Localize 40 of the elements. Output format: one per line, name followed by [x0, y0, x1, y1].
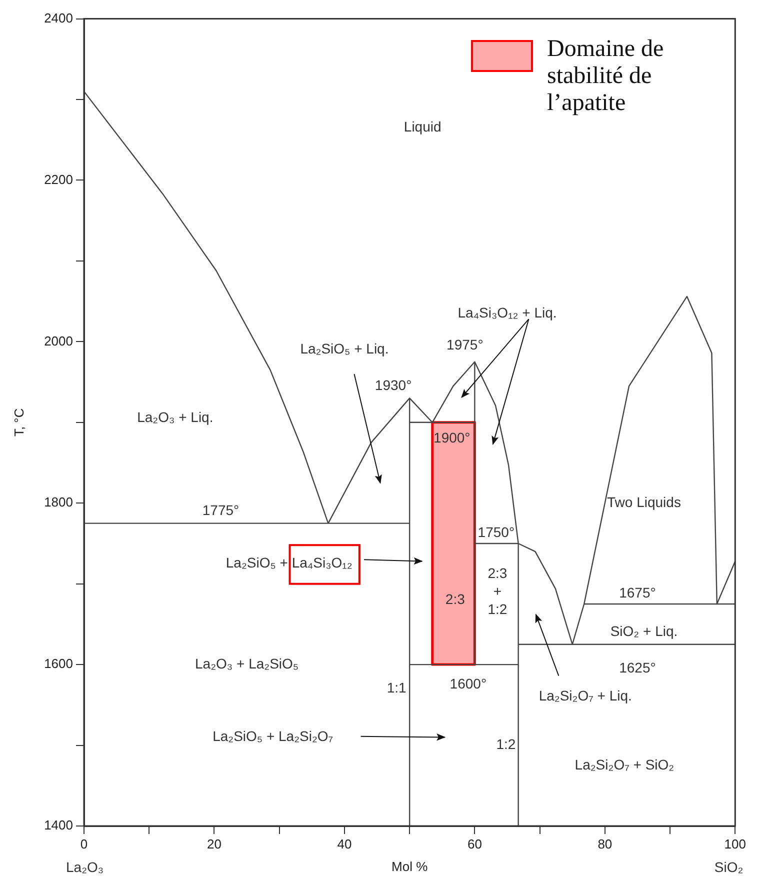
annotation: La₂SiO₅ + La₄Si₃O₁₂ — [226, 554, 352, 571]
x-tick-label: 80 — [598, 836, 612, 852]
legend-label: Domaine de stabilité de l’apatite — [547, 36, 665, 117]
annotation: 1975° — [446, 336, 484, 353]
y-tick-label: 2400 — [44, 10, 73, 26]
annotation: 2:3 + 1:2 — [488, 564, 508, 617]
annotation: 1750° — [478, 524, 515, 540]
y-tick-label: 1600 — [44, 656, 73, 672]
annotation: La₂SiO₅ + Liq. — [300, 340, 389, 357]
annotation: La₄Si₃O₁₂ + Liq. — [458, 304, 557, 320]
annotation: 1900° — [434, 429, 470, 446]
annotation: 2:3 — [445, 590, 466, 607]
text: La₂O₃ — [66, 858, 104, 875]
x-tick-label: 0 — [80, 836, 88, 852]
y-tick-label: 2000 — [44, 333, 73, 348]
annotation: Two Liquids — [607, 494, 681, 510]
y-tick-label: 1400 — [44, 818, 73, 833]
x-tick-label: 60 — [467, 836, 482, 852]
annotation: La₂SiO₅ + La₂Si₂O₇ — [212, 728, 334, 744]
x-tick-label: 100 — [724, 836, 746, 852]
annotation: Liquid — [404, 118, 442, 135]
annotation: La₂O₃ + La₂SiO₅ — [195, 655, 299, 672]
annotation: 1:1 — [386, 680, 406, 696]
text: SiO₂ — [714, 858, 744, 875]
annotation: La₂Si₂O₇ + Liq. — [538, 688, 632, 704]
annotation: La₂Si₂O₇ + SiO₂ — [574, 756, 674, 772]
y-tick-label: 1800 — [44, 494, 73, 510]
annotation: 1:2 — [496, 736, 516, 752]
annotation: SiO₂ + Liq. — [610, 623, 678, 640]
annotation: 1775° — [202, 502, 240, 518]
annotation: 1930° — [374, 376, 412, 393]
annotation: La₂O₃ + Liq. — [137, 409, 214, 426]
annotation: 1675° — [619, 584, 656, 600]
x-axis-title: Mol % — [392, 858, 428, 874]
y-axis-title: T, °C — [11, 408, 26, 437]
x-tick-label: 40 — [337, 836, 352, 852]
annotation: 1625° — [619, 659, 656, 676]
annotation: 1600° — [450, 676, 487, 692]
y-tick-label: 2200 — [44, 172, 73, 187]
x-tick-label: 20 — [206, 836, 222, 852]
